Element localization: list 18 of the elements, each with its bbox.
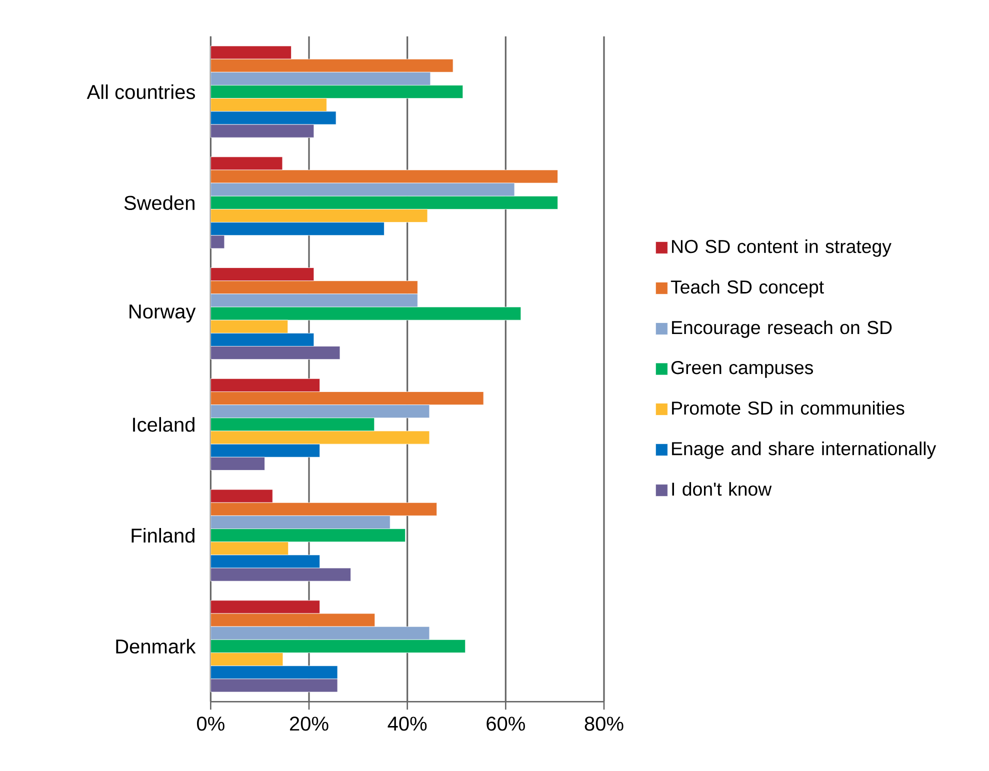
legend-label: NO SD content in strategy	[672, 239, 892, 257]
x-tick-label: 80%	[584, 716, 624, 731]
legend-label: Teach SD concept	[670, 280, 824, 298]
y-tick-label: All countries	[86, 84, 195, 100]
legend-label: I don't know	[672, 482, 772, 496]
legend-label: Green campuses	[671, 360, 813, 378]
y-tick-label: Denmark	[116, 638, 196, 654]
y-tick-label: Norway	[130, 304, 196, 322]
legend-label: Enage and share internationally	[672, 442, 936, 459]
legend-label: Promote SD in communities	[672, 401, 904, 415]
y-tick-label: Sweden	[124, 195, 194, 210]
y-tick-label: Iceland	[133, 417, 194, 432]
x-tick-label: 20%	[290, 716, 328, 731]
legend-label: Encourage reseach on SD	[672, 320, 892, 338]
x-tick-label: 0%	[196, 716, 224, 731]
x-tick-label: 40%	[388, 716, 427, 731]
x-tick-label: 60%	[486, 716, 525, 731]
y-tick-label: Finland	[132, 528, 194, 543]
